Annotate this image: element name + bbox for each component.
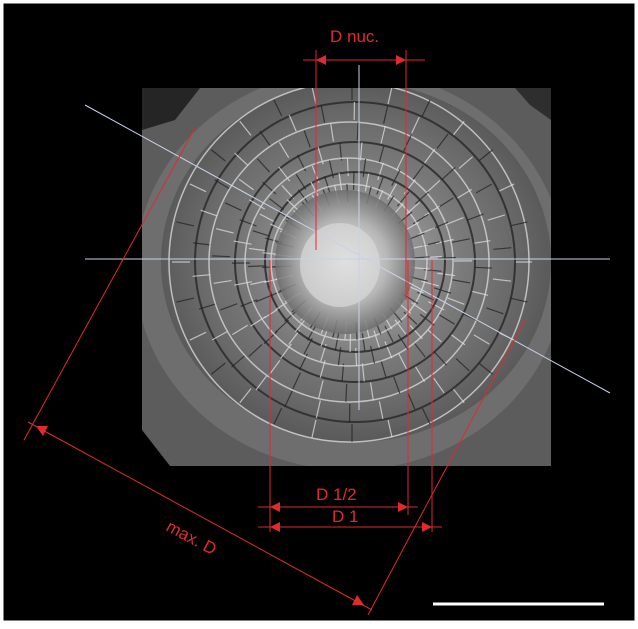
d-one-label: D 1 xyxy=(332,507,358,526)
chamber-wall xyxy=(357,122,358,140)
chamber-wall xyxy=(356,348,357,366)
d-nuc-label: D nuc. xyxy=(330,27,379,46)
chamber-wall xyxy=(347,158,348,176)
chamber-wall xyxy=(474,267,492,268)
chamber-wall xyxy=(212,256,230,257)
chamber-wall xyxy=(438,257,456,258)
d-half-label: D 1/2 xyxy=(316,485,357,504)
shell-micrograph xyxy=(135,70,565,470)
chamber-wall xyxy=(346,384,347,402)
chamber-wall xyxy=(248,266,266,267)
